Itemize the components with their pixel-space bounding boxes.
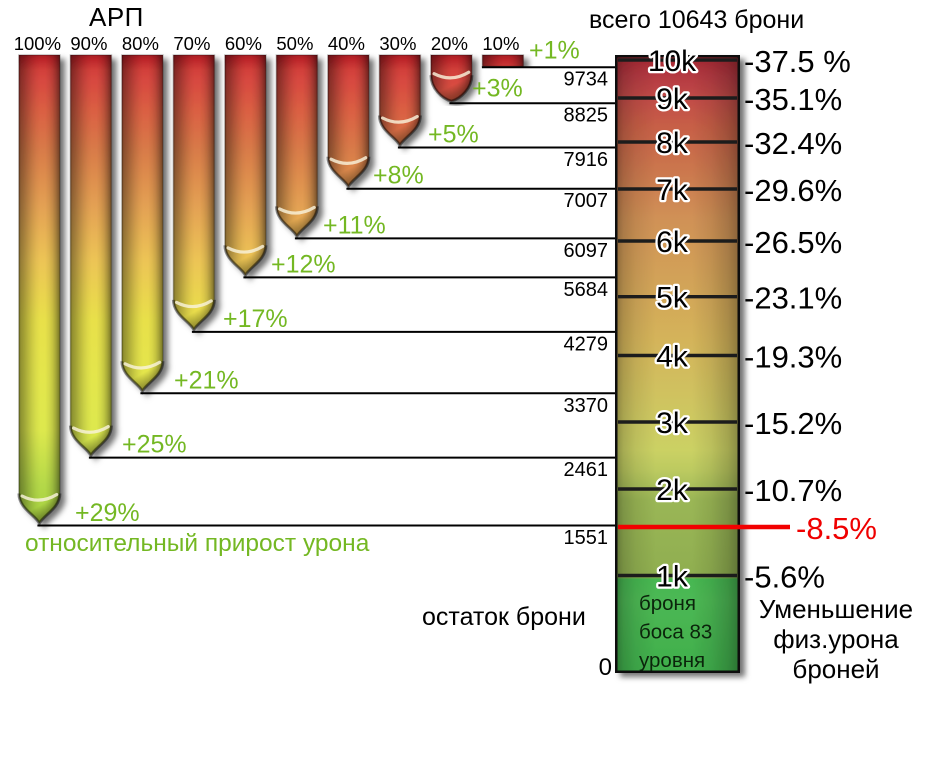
svg-text:остаток брони: остаток брони [422, 603, 586, 631]
svg-text:+11%: +11% [323, 211, 386, 239]
svg-text:-26.5%: -26.5% [744, 225, 842, 260]
svg-text:4k: 4k [656, 341, 689, 374]
svg-text:1k: 1k [656, 561, 689, 594]
svg-text:+3%: +3% [472, 75, 523, 103]
svg-text:+29%: +29% [75, 499, 140, 527]
svg-text:+21%: +21% [174, 366, 239, 394]
svg-text:8825: 8825 [564, 105, 609, 127]
svg-text:0: 0 [599, 654, 612, 681]
svg-text:-5.6%: -5.6% [744, 560, 825, 595]
svg-text:70%: 70% [173, 33, 210, 54]
svg-text:физ.урона: физ.урона [773, 624, 899, 654]
svg-text:20%: 20% [431, 33, 468, 54]
svg-text:-15.2%: -15.2% [744, 406, 842, 441]
svg-text:10%: 10% [482, 33, 519, 54]
svg-text:30%: 30% [379, 33, 416, 54]
svg-text:9734: 9734 [564, 69, 609, 91]
svg-text:броня: броня [639, 592, 696, 615]
svg-text:9k: 9k [656, 83, 689, 116]
svg-text:7916: 7916 [564, 149, 609, 171]
svg-text:+1%: +1% [529, 37, 580, 65]
svg-text:7007: 7007 [564, 190, 609, 212]
svg-text:относительный прирост урона: относительный прирост урона [25, 530, 370, 557]
svg-text:Уменьшение: Уменьшение [759, 594, 913, 624]
svg-text:3k: 3k [656, 407, 689, 440]
svg-text:90%: 90% [70, 33, 107, 54]
svg-text:60%: 60% [225, 33, 262, 54]
svg-text:-35.1%: -35.1% [744, 82, 842, 117]
svg-text:-19.3%: -19.3% [744, 340, 842, 375]
svg-text:10k: 10k [648, 45, 697, 78]
svg-text:-32.4%: -32.4% [744, 126, 842, 161]
svg-text:-8.5%: -8.5% [796, 511, 877, 546]
svg-text:броней: броней [792, 654, 879, 684]
svg-text:100%: 100% [14, 33, 61, 54]
svg-text:+5%: +5% [428, 121, 479, 149]
svg-text:2k: 2k [656, 474, 689, 507]
svg-text:40%: 40% [328, 33, 365, 54]
svg-text:уровня: уровня [639, 649, 705, 672]
svg-text:боса 83: боса 83 [639, 621, 712, 644]
svg-text:50%: 50% [276, 33, 313, 54]
svg-text:+25%: +25% [122, 431, 187, 459]
svg-text:-10.7%: -10.7% [744, 473, 842, 508]
svg-text:-29.6%: -29.6% [744, 173, 842, 208]
svg-text:6097: 6097 [564, 240, 609, 262]
svg-text:7k: 7k [656, 174, 689, 207]
svg-text:6k: 6k [656, 226, 689, 259]
svg-text:8k: 8k [656, 127, 689, 160]
svg-text:80%: 80% [122, 33, 159, 54]
svg-text:+12%: +12% [271, 250, 336, 278]
svg-text:4279: 4279 [564, 333, 609, 355]
svg-text:3370: 3370 [564, 395, 609, 417]
svg-text:-37.5 %: -37.5 % [744, 44, 851, 79]
svg-text:-23.1%: -23.1% [744, 281, 842, 316]
svg-text:5k: 5k [656, 282, 689, 315]
svg-text:5684: 5684 [564, 279, 609, 301]
svg-text:+8%: +8% [373, 162, 424, 190]
svg-text:+17%: +17% [223, 305, 288, 333]
svg-text:2461: 2461 [564, 459, 609, 481]
svg-text:АРП: АРП [89, 2, 144, 32]
svg-text:всего 10643 брони: всего 10643 брони [589, 6, 804, 34]
svg-text:1551: 1551 [564, 527, 609, 549]
